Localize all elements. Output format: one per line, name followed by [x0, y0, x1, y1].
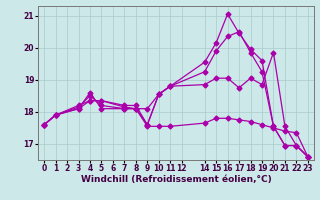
- X-axis label: Windchill (Refroidissement éolien,°C): Windchill (Refroidissement éolien,°C): [81, 175, 271, 184]
